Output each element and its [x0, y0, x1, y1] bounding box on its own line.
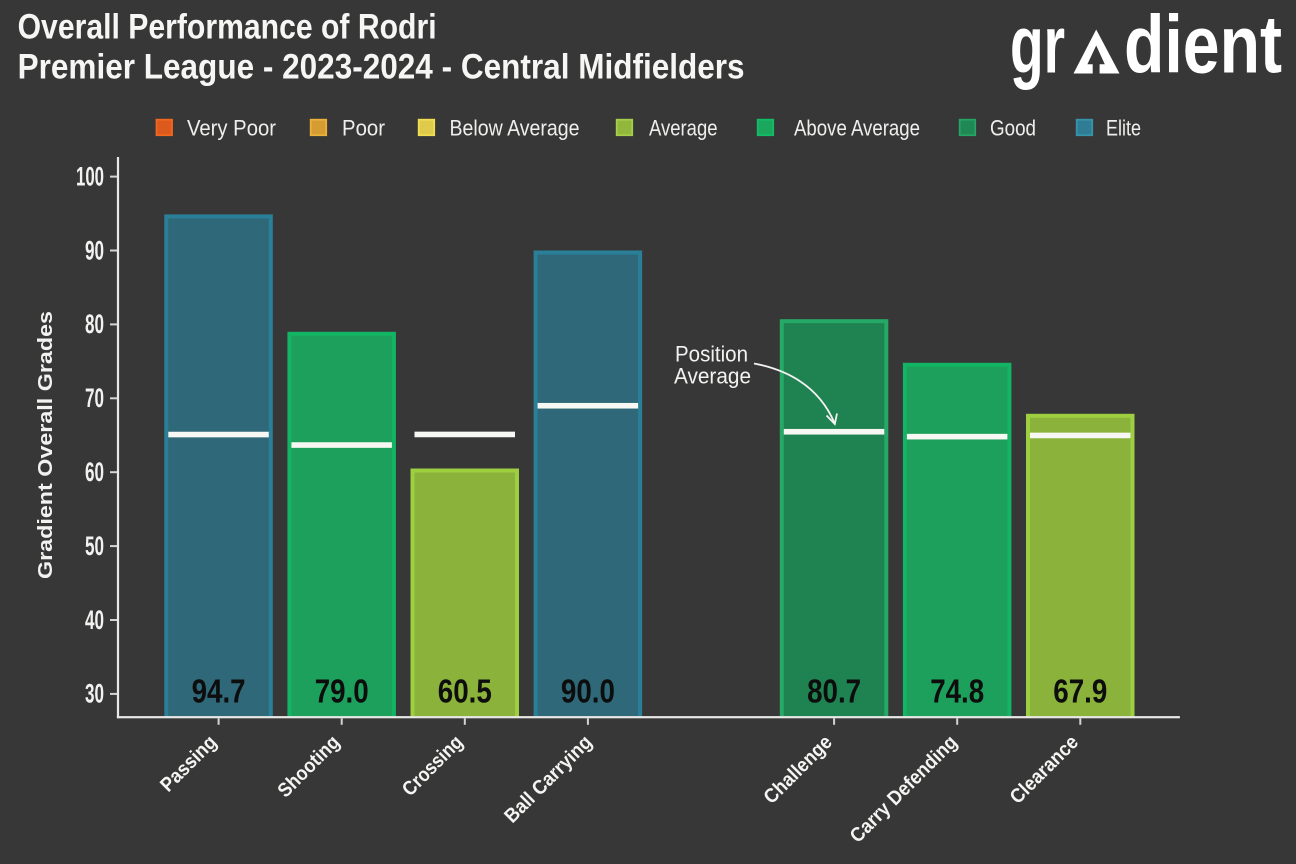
svg-text:Premier League - 2023-2024 - C: Premier League - 2023-2024 - Central Mid…: [18, 48, 745, 87]
svg-text:80.7: 80.7: [807, 673, 861, 710]
svg-text:67.9: 67.9: [1053, 673, 1107, 710]
svg-text:Very Poor: Very Poor: [187, 116, 276, 141]
svg-text:Good: Good: [990, 116, 1036, 141]
svg-text:90: 90: [85, 235, 104, 265]
svg-text:70: 70: [85, 383, 104, 413]
svg-text:Overall Performance of Rodri: Overall Performance of Rodri: [18, 8, 437, 47]
svg-text:60.5: 60.5: [438, 673, 492, 710]
svg-text:Position: Position: [675, 342, 748, 367]
svg-text:Average: Average: [649, 116, 718, 141]
svg-text:60: 60: [85, 457, 104, 487]
svg-text:90.0: 90.0: [561, 673, 615, 710]
svg-text:30: 30: [85, 679, 104, 709]
svg-text:dient: dient: [1124, 0, 1282, 91]
svg-text:79.0: 79.0: [315, 673, 369, 710]
svg-text:Poor: Poor: [342, 116, 385, 141]
svg-text:Below Average: Below Average: [450, 116, 580, 141]
svg-text:Gradient Overall Grades: Gradient Overall Grades: [35, 311, 57, 579]
svg-text:40: 40: [85, 605, 104, 635]
svg-text:94.7: 94.7: [192, 673, 246, 710]
svg-text:gr: gr: [1010, 0, 1065, 91]
svg-text:74.8: 74.8: [930, 673, 984, 710]
svg-text:Average: Average: [674, 364, 751, 389]
svg-text:100: 100: [76, 161, 104, 191]
svg-text:Above Average: Above Average: [794, 116, 920, 141]
svg-text:Elite: Elite: [1106, 116, 1141, 141]
svg-text:50: 50: [85, 531, 104, 561]
svg-text:80: 80: [85, 309, 104, 339]
